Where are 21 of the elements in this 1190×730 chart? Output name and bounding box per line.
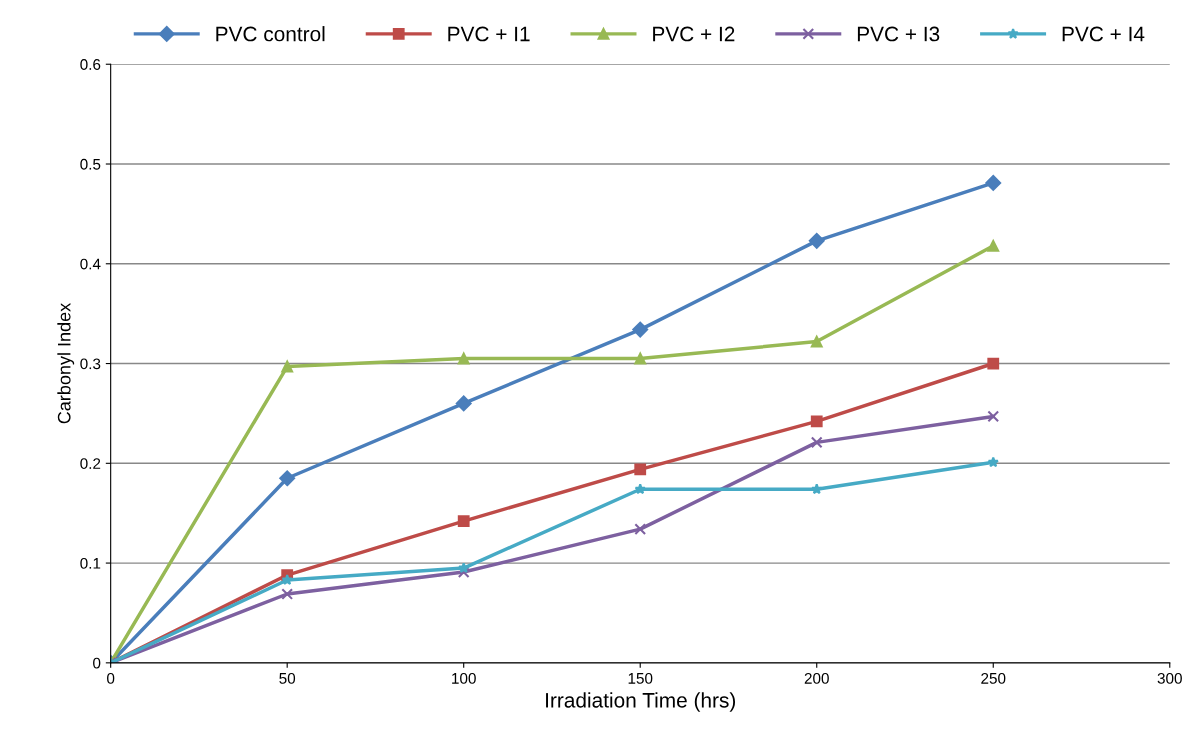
y-tick-label: 0 (93, 657, 101, 669)
x-axis-title: Irradiation Time (hrs) (546, 692, 736, 712)
y-tick-label: 0.3 (80, 358, 101, 370)
legend-label: PVC + I2 (653, 26, 735, 42)
y-tick-label: 0.6 (80, 59, 101, 70)
x-tick-label: 200 (804, 672, 829, 684)
legend-label: PVC + I1 (448, 26, 530, 42)
y-tick-label: 0.4 (80, 258, 101, 270)
legend-label: PVC + I3 (857, 26, 940, 42)
y-tick-label: 0.2 (80, 458, 101, 469)
x-tick-label: 300 (1157, 672, 1182, 684)
y-axis-title: Carbonyl Index (57, 303, 75, 424)
y-tick-label: 0.5 (80, 158, 101, 170)
x-tick-label: 50 (279, 672, 296, 684)
legend-label: PVC + I4 (1062, 26, 1145, 42)
x-tick-label: 250 (981, 672, 1006, 684)
x-tick-label: 0 (107, 672, 115, 684)
legend-label: PVC control (216, 26, 325, 42)
y-tick-label: 0.1 (80, 557, 101, 569)
x-tick-label: 150 (628, 672, 653, 684)
x-tick-label: 100 (452, 672, 476, 684)
